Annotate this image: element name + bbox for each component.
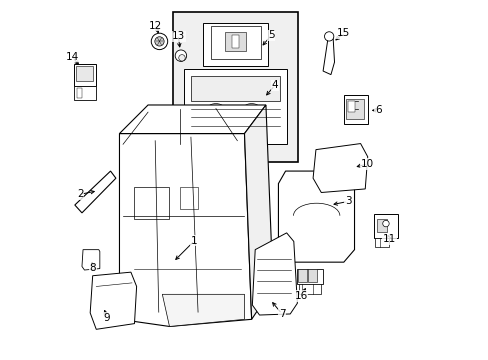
Bar: [298, 269, 306, 282]
Circle shape: [179, 55, 185, 61]
Bar: [183, 69, 287, 144]
Bar: [134, 187, 169, 219]
Circle shape: [382, 220, 388, 227]
Text: 16: 16: [294, 291, 307, 301]
Circle shape: [175, 50, 186, 62]
Bar: [224, 32, 246, 51]
Polygon shape: [244, 105, 272, 319]
Text: 6: 6: [374, 105, 381, 115]
Bar: [74, 64, 96, 86]
Text: 3: 3: [344, 197, 351, 206]
Text: 12: 12: [149, 21, 162, 31]
Polygon shape: [278, 171, 354, 262]
Polygon shape: [312, 144, 367, 193]
Circle shape: [239, 104, 263, 128]
Bar: [190, 76, 280, 102]
Polygon shape: [119, 134, 251, 327]
Bar: [77, 88, 81, 98]
Polygon shape: [252, 233, 297, 315]
Bar: [210, 26, 260, 59]
Bar: [74, 86, 96, 100]
Bar: [343, 95, 367, 124]
Bar: [203, 23, 267, 66]
Circle shape: [324, 32, 333, 41]
Bar: [76, 66, 93, 81]
Polygon shape: [119, 105, 265, 134]
Text: 2: 2: [77, 189, 83, 199]
Bar: [347, 102, 354, 112]
Bar: [180, 187, 198, 208]
Text: 15: 15: [337, 28, 350, 38]
Polygon shape: [162, 294, 244, 327]
Bar: [299, 284, 321, 294]
Text: 13: 13: [171, 31, 184, 41]
Text: 10: 10: [361, 159, 373, 169]
Bar: [308, 269, 316, 282]
Bar: [297, 269, 323, 284]
Text: 8: 8: [89, 262, 96, 273]
Bar: [373, 214, 397, 238]
Polygon shape: [90, 272, 136, 329]
Bar: [374, 238, 388, 247]
Bar: [231, 35, 239, 48]
Text: 4: 4: [271, 80, 278, 90]
Circle shape: [203, 104, 227, 128]
Circle shape: [155, 37, 164, 46]
Text: 5: 5: [267, 30, 274, 40]
Text: 7: 7: [278, 309, 285, 319]
Polygon shape: [82, 249, 100, 270]
Bar: [346, 99, 364, 119]
Text: 11: 11: [382, 234, 395, 244]
Polygon shape: [75, 171, 116, 213]
Bar: [173, 12, 298, 162]
Text: 9: 9: [103, 312, 110, 323]
Text: 1: 1: [191, 236, 198, 246]
Polygon shape: [323, 35, 334, 75]
Bar: [377, 219, 386, 232]
Circle shape: [151, 33, 167, 50]
Text: 14: 14: [65, 52, 79, 62]
